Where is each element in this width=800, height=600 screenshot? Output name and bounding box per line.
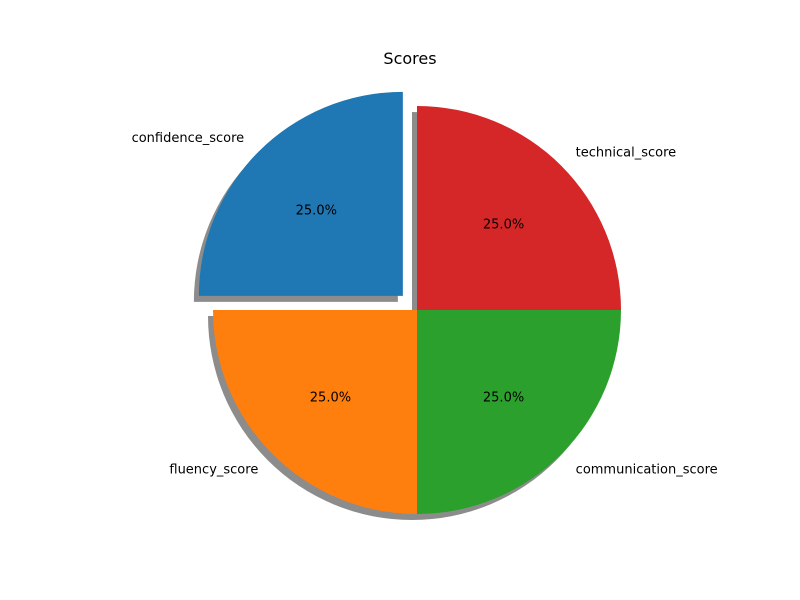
slice-percent-communication-score: 25.0% xyxy=(483,391,524,406)
slice-label-confidence-score: confidence_score xyxy=(132,131,245,146)
slice-percent-technical-score: 25.0% xyxy=(483,217,524,232)
slice-percent-confidence-score: 25.0% xyxy=(296,203,337,218)
slice-labels: 25.0% technical_score 25.0% confidence_scor… xyxy=(132,131,718,477)
pie-slices xyxy=(198,91,621,514)
slice-label-fluency-score: fluency_score xyxy=(169,463,258,478)
chart-title: Scores xyxy=(383,49,436,68)
slice-fluency-score xyxy=(213,310,417,514)
slice-communication-score xyxy=(417,310,621,514)
slice-label-technical-score: technical_score xyxy=(576,145,677,160)
slice-technical-score xyxy=(417,106,621,310)
slice-label-communication-score: communication_score xyxy=(576,463,718,478)
slice-percent-fluency-score: 25.0% xyxy=(310,391,351,406)
slice-confidence-score xyxy=(198,91,403,296)
